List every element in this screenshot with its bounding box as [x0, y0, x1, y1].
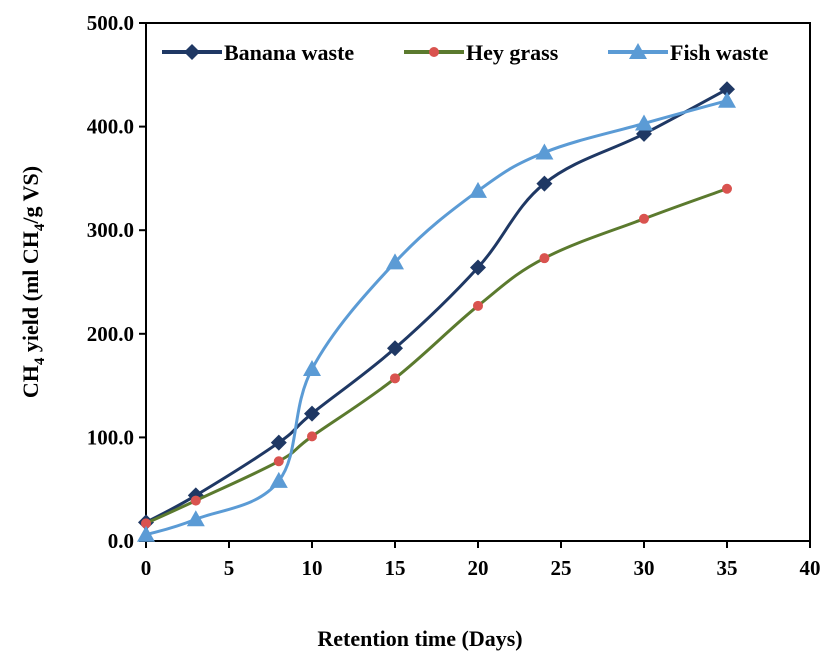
legend-item-hey-grass: Hey grass [404, 40, 559, 65]
y-tick-label: 200.0 [87, 322, 134, 346]
data-point-hey-grass [539, 253, 550, 264]
data-point-hey-grass [307, 431, 317, 442]
data-point-banana-waste [304, 405, 320, 422]
y-tick-label: 400.0 [87, 115, 134, 139]
x-tick-label: 35 [717, 556, 738, 580]
data-point-fish-waste [386, 253, 404, 270]
series-layer [137, 81, 736, 542]
y-axis-title-prefix: CH [18, 365, 43, 398]
legend-marker-fish-waste [629, 43, 647, 59]
data-point-fish-waste [186, 510, 205, 527]
x-tick-label: 0 [141, 556, 152, 580]
data-point-hey-grass [190, 495, 201, 506]
data-point-hey-grass [639, 213, 649, 224]
y-tick-label: 500.0 [87, 11, 134, 35]
y-tick-label: 300.0 [87, 218, 134, 242]
y-tick-label: 0.0 [108, 529, 134, 553]
x-tick-label: 20 [468, 556, 489, 580]
x-tick-label: 30 [634, 556, 655, 580]
data-point-hey-grass [722, 183, 732, 194]
data-point-hey-grass [473, 300, 483, 311]
data-point-fish-waste [137, 525, 155, 542]
data-point-banana-waste [387, 340, 403, 357]
x-axis-title: Retention time (Days) [317, 626, 522, 651]
legend-marker-hey-grass [429, 47, 439, 57]
x-tick-label: 40 [800, 556, 821, 580]
x-tick-label: 5 [224, 556, 235, 580]
legend-marker-banana-waste [184, 44, 200, 60]
data-point-fish-waste [535, 143, 554, 160]
data-point-fish-waste [635, 114, 653, 131]
x-tick-label: 10 [302, 556, 323, 580]
data-point-hey-grass [273, 456, 284, 467]
y-axis: 0.0 100.0 200.0 300.0 400.0 500.0 [87, 11, 146, 553]
data-point-banana-waste [719, 81, 735, 98]
legend-item-banana-waste: Banana waste [162, 40, 354, 65]
data-point-banana-waste [270, 434, 287, 451]
series-line-banana-waste [145, 87, 728, 524]
data-point-banana-waste [536, 175, 553, 192]
x-axis: 0 5 10 15 20 25 30 35 40 [141, 541, 821, 580]
y-axis-title-suffix: /g VS) [18, 166, 43, 225]
legend-item-fish-waste: Fish waste [608, 40, 769, 65]
x-tick-label: 25 [551, 556, 572, 580]
y-axis-title: CH4 yield (ml CH4/g VS) [18, 166, 48, 398]
data-point-banana-waste [470, 259, 486, 276]
y-axis-title-sub1: 4 [32, 357, 48, 365]
series-banana-waste [138, 81, 735, 531]
y-axis-title-sub2: 4 [32, 223, 48, 231]
data-point-fish-waste [469, 181, 487, 198]
legend-label-fish-waste: Fish waste [670, 40, 769, 65]
legend-label-hey-grass: Hey grass [466, 40, 559, 65]
legend-label-banana-waste: Banana waste [224, 40, 354, 65]
data-point-hey-grass [141, 518, 151, 529]
data-point-hey-grass [390, 373, 400, 384]
legend: Banana waste Hey grass Fish waste [162, 40, 769, 65]
data-point-fish-waste [269, 471, 288, 488]
series-line-fish-waste [145, 99, 728, 537]
x-tick-label: 15 [385, 556, 406, 580]
series-fish-waste [137, 91, 736, 542]
data-point-fish-waste [718, 91, 736, 108]
series-line-hey-grass [145, 187, 728, 525]
series-hey-grass [141, 183, 732, 529]
data-point-fish-waste [303, 360, 321, 377]
y-tick-label: 100.0 [87, 425, 134, 449]
y-axis-title-mid: yield (ml CH [18, 231, 43, 358]
